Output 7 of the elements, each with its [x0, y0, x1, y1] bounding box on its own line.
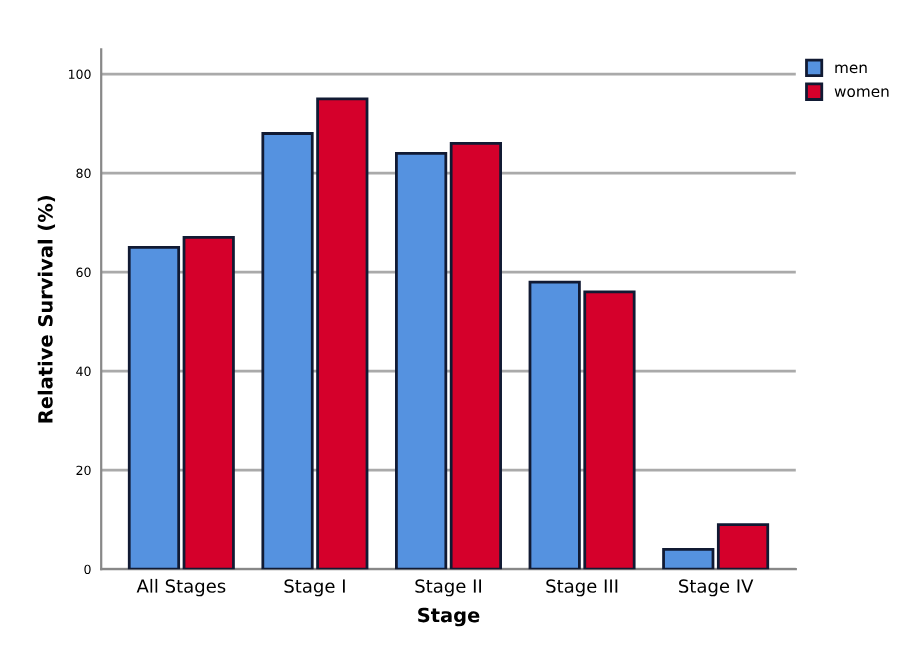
y-axis-title: Relative Survival (%): [37, 196, 56, 423]
x-tick-label: Stage IV: [679, 579, 754, 597]
x-tick-label: Stage II: [415, 579, 482, 597]
x-tick-label: Stage I: [284, 579, 345, 597]
x-tick-label: All Stages: [136, 578, 226, 597]
x-tick-label: Stage III: [546, 579, 618, 597]
x-axis-title: Stage: [418, 607, 480, 627]
